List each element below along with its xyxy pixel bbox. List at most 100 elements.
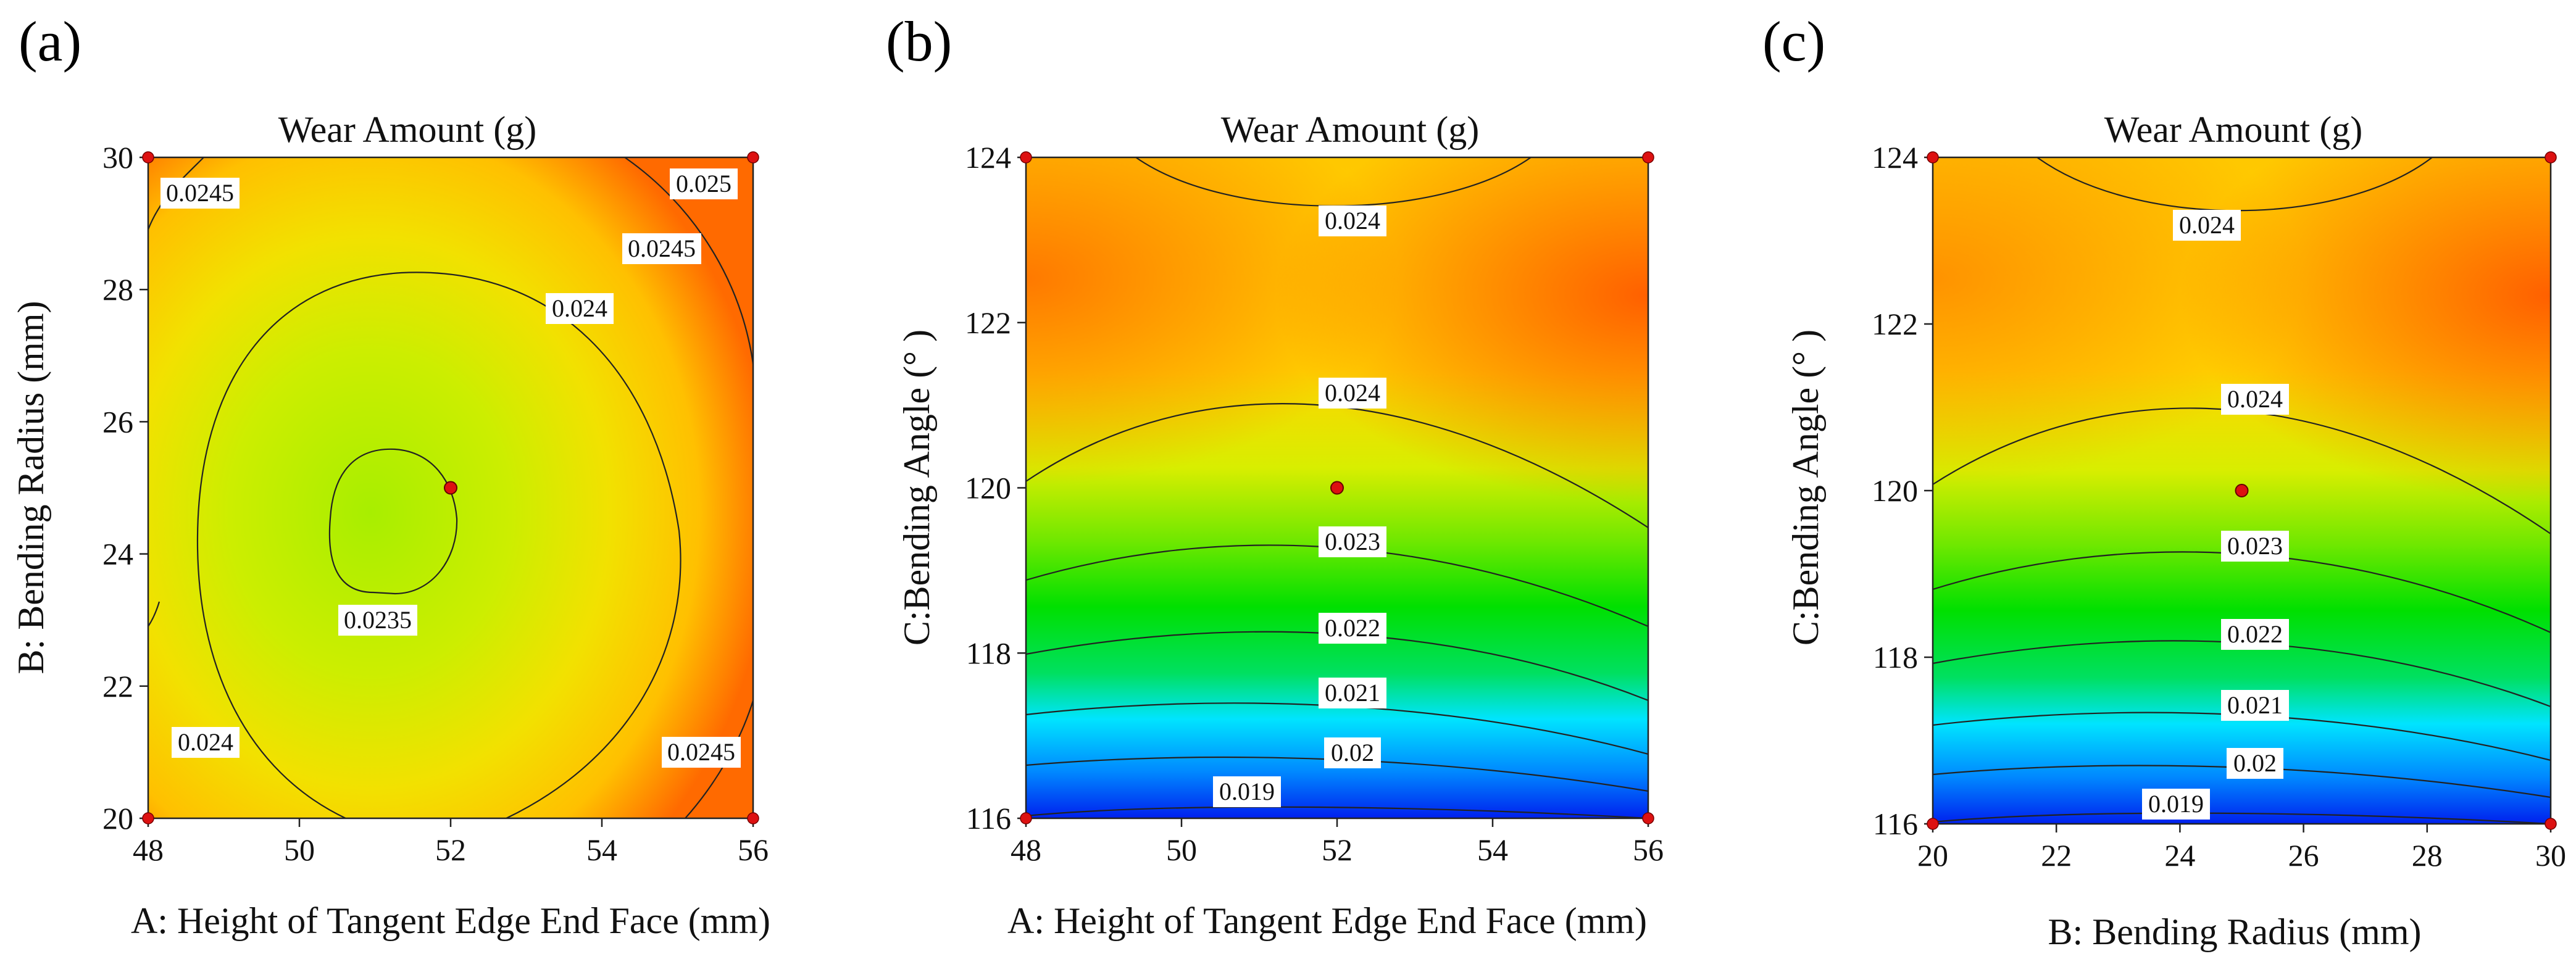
design-points-c: [1927, 151, 2557, 830]
y-axis-label-a: B: Bending Radius (mm): [10, 301, 51, 675]
y-tick-label: 120: [1872, 473, 1918, 508]
x-tick-label: 54: [1477, 832, 1508, 867]
y-tick-label: 124: [1872, 140, 1918, 175]
contour-label-b-7: 0.019: [1219, 778, 1275, 805]
x-tick-label: 20: [1917, 838, 1948, 873]
contour-label-c-3: 0.023: [2227, 532, 2283, 560]
contour-label-b-5: 0.021: [1325, 679, 1380, 707]
x-tick-label: 52: [435, 832, 466, 867]
contour-label-b-2: 0.024: [1325, 379, 1380, 407]
y-tick-label: 116: [1873, 807, 1918, 841]
x-tick-label: 22: [2041, 838, 2072, 873]
contour-label-a-2: 0.025: [676, 170, 732, 197]
panel-label-c: (c): [1762, 10, 1825, 73]
contour-label-c-4: 0.022: [2227, 620, 2283, 648]
axis-ticks-a: 48 50 52 54 56 20 22 24 26 28 30: [102, 140, 769, 867]
design-point: [1927, 151, 1939, 164]
y-tick-label: 28: [102, 272, 133, 307]
y-tick-label: 118: [966, 636, 1011, 670]
design-points-a: [142, 151, 759, 824]
x-tick-label: 48: [133, 832, 164, 867]
contour-label-c-2: 0.024: [2227, 385, 2283, 413]
x-axis-label-c: B: Bending Radius (mm): [2048, 911, 2422, 952]
y-axis-label-c: C:Bending Angle (° ): [1785, 330, 1826, 646]
contour-line-b-023: [1025, 544, 1649, 628]
contour-label-c-6: 0.02: [2233, 749, 2277, 777]
center-point: [1330, 481, 1344, 495]
design-point: [1642, 151, 1654, 164]
contour-line-c-019: [1932, 812, 2551, 825]
center-point: [2235, 484, 2249, 497]
y-tick-label: 26: [102, 404, 133, 439]
axis-ticks-c: 20 22 24 26 28 30 116 118 120 122 124: [1872, 140, 2566, 873]
contour-line-a-024-bl: [148, 601, 160, 627]
design-points-b: [1020, 151, 1654, 824]
x-tick-label: 24: [2164, 838, 2195, 873]
x-axis-label-a: A: Height of Tangent Edge End Face (mm): [131, 900, 770, 941]
contour-line-a-0235: [328, 448, 458, 595]
y-tick-label: 122: [1872, 307, 1918, 341]
x-tick-label: 56: [1633, 832, 1664, 867]
y-tick-label: 116: [966, 801, 1011, 836]
contour-line-a-024-ring: [196, 272, 682, 819]
x-tick-label: 50: [284, 832, 315, 867]
contour-line-b-024: [1025, 403, 1649, 528]
contour-line-b-019: [1025, 806, 1649, 820]
chart-title-b: Wear Amount (g): [1221, 109, 1479, 150]
contour-label-a-6: 0.024: [178, 728, 233, 756]
y-axis-label-b: C:Bending Angle (° ): [896, 330, 937, 646]
contour-labels-c: 0.024 0.024 0.023 0.022 0.021 0.02 0.019: [2142, 210, 2289, 820]
x-tick-label: 28: [2412, 838, 2443, 873]
contour-label-b-1: 0.024: [1325, 207, 1380, 235]
x-tick-label: 50: [1166, 832, 1197, 867]
x-tick-label: 48: [1011, 832, 1041, 867]
x-tick-label: 56: [738, 832, 769, 867]
contour-label-a-3: 0.0245: [628, 235, 696, 262]
x-tick-label: 52: [1322, 832, 1353, 867]
design-point: [142, 812, 154, 824]
contour-label-c-7: 0.019: [2148, 790, 2204, 818]
y-tick-label: 120: [965, 471, 1011, 505]
contour-labels-b: 0.024 0.024 0.023 0.022 0.021 0.02 0.019: [1213, 206, 1386, 807]
y-tick-label: 124: [965, 140, 1011, 175]
chart-title-c: Wear Amount (g): [2104, 109, 2362, 150]
contour-label-a-4: 0.024: [552, 294, 607, 322]
panel-b: (b) Wear Amount (g) 0.024 0.024 0.023 0.…: [886, 10, 1664, 941]
design-point: [747, 812, 759, 824]
panel-c: (c) Wear Amount (g) 0.024 0.024 0.023 0.…: [1762, 10, 2566, 952]
design-point: [142, 151, 154, 164]
x-tick-label: 26: [2288, 838, 2319, 873]
x-tick-label: 54: [586, 832, 617, 867]
panel-label-a: (a): [19, 10, 81, 73]
contour-line-c-024: [1932, 407, 2551, 534]
y-tick-label: 20: [102, 801, 133, 836]
y-tick-label: 30: [102, 140, 133, 175]
x-axis-label-b: A: Height of Tangent Edge End Face (mm): [1007, 900, 1647, 941]
contour-label-a-7: 0.0245: [667, 738, 735, 766]
axis-ticks-b: 48 50 52 54 56 116 118 120 122 124: [965, 140, 1664, 867]
y-tick-label: 118: [1873, 640, 1918, 675]
x-tick-label: 30: [2535, 838, 2566, 873]
panel-a: (a) Wear Amount (g) 0.0245 0.025 0.0245 …: [10, 10, 770, 941]
contour-label-c-5: 0.021: [2227, 691, 2283, 719]
contour-label-b-6: 0.02: [1331, 739, 1374, 766]
y-tick-label: 22: [102, 669, 133, 704]
design-point: [2545, 818, 2557, 830]
y-tick-label: 24: [102, 537, 133, 571]
design-point: [1020, 151, 1032, 164]
design-point: [1927, 818, 1939, 830]
contour-line-a-0245-r: [624, 157, 754, 365]
design-point: [2545, 151, 2557, 164]
contour-label-a-5: 0.0235: [344, 606, 412, 634]
contour-label-b-3: 0.023: [1325, 528, 1380, 555]
contour-label-b-4: 0.022: [1325, 614, 1380, 642]
chart-title-a: Wear Amount (g): [278, 109, 536, 150]
design-point: [1020, 812, 1032, 824]
panel-label-b: (b): [886, 10, 952, 73]
y-tick-label: 122: [965, 305, 1011, 340]
contour-label-c-1: 0.024: [2179, 211, 2235, 239]
center-point: [444, 481, 457, 495]
contour-label-a-1: 0.0245: [166, 179, 234, 207]
design-point: [1642, 812, 1654, 824]
